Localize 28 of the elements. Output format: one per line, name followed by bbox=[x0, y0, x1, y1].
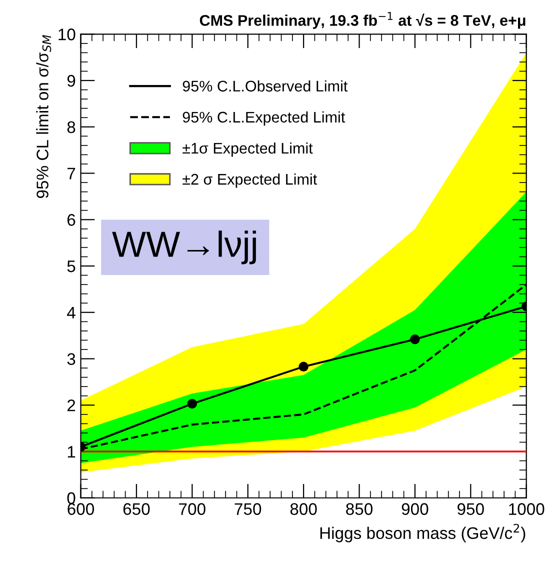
x-tick-label: 750 bbox=[234, 503, 262, 515]
x-tick-label: 650 bbox=[123, 503, 150, 515]
x-tick-label: 800 bbox=[290, 503, 317, 515]
y-tick-label: 6 bbox=[67, 214, 76, 226]
legend-label: ±2 σ Expected Limit bbox=[182, 173, 317, 188]
y-tick-label: 10 bbox=[58, 28, 76, 40]
legend-label: ±1σ Expected Limit bbox=[182, 142, 313, 157]
x-tick-label: 1000 bbox=[509, 503, 544, 515]
y-tick-label: 4 bbox=[67, 306, 76, 318]
chart-title: CMS Preliminary, 19.3 fb$^{−1}$ at √s = 8 TeV, e+μ bbox=[200, 12, 526, 29]
x-tick-label: 700 bbox=[179, 503, 206, 515]
y-tick-label: 2 bbox=[67, 400, 76, 412]
y-axis-title: 95% CL limit on σ/σ$_{SM}$ bbox=[36, 34, 52, 198]
x-tick-label: 850 bbox=[346, 503, 373, 515]
x-tick-label: 600 bbox=[68, 503, 94, 515]
y-tick-label: 9 bbox=[67, 74, 76, 87]
legend-label: 95% C.L.Expected Limit bbox=[182, 111, 346, 126]
y-tick-label: 3 bbox=[67, 353, 76, 365]
x-axis-title: Higgs boson mass (GeV/c$^{2}$) bbox=[320, 524, 526, 542]
legend-label: 95% C.L.Observed Limit bbox=[182, 80, 348, 92]
x-tick-label: 900 bbox=[402, 503, 428, 515]
y-tick-label: 7 bbox=[67, 168, 76, 180]
y-tick-label: 8 bbox=[67, 121, 76, 134]
annotation: WW→lνjj bbox=[112, 230, 256, 264]
y-tick-label: 1 bbox=[68, 446, 76, 458]
x-tick-label: 950 bbox=[458, 503, 484, 515]
y-tick-label: 5 bbox=[67, 260, 76, 272]
y-tick-label: 0 bbox=[67, 492, 76, 504]
